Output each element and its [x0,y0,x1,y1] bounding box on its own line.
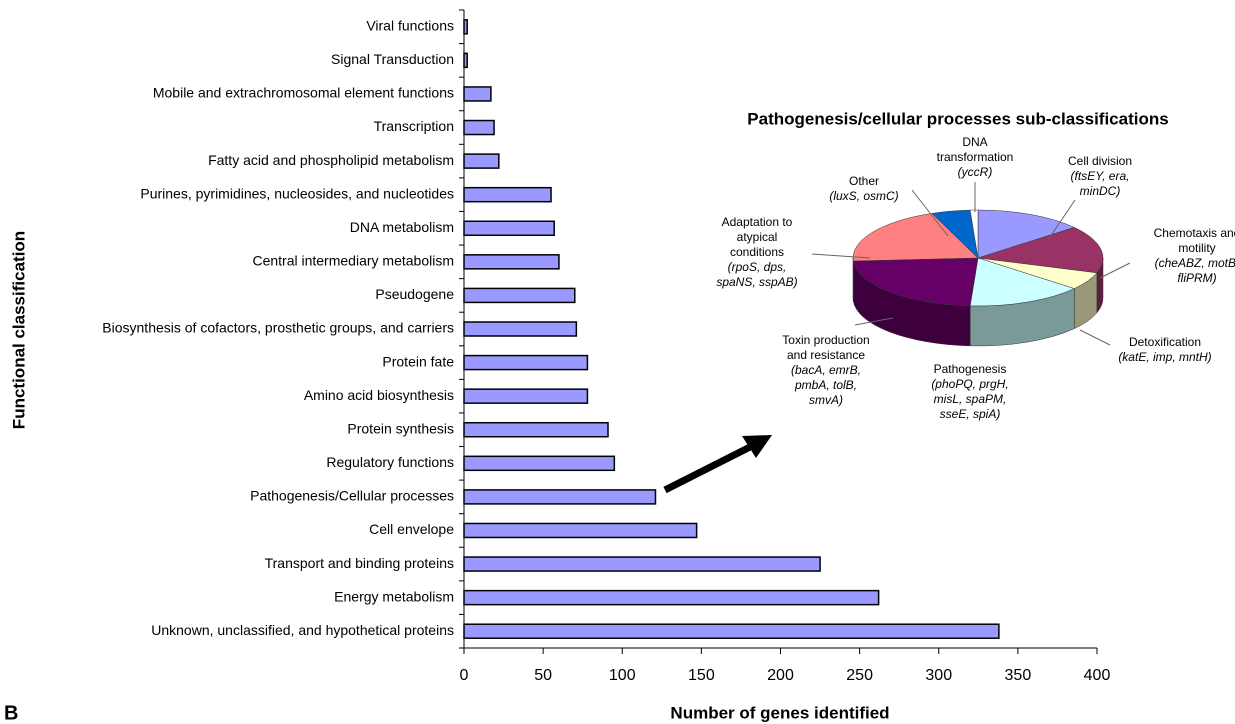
bar [463,589,880,606]
pie-label: and resistance [787,348,865,362]
pie-genes: (katE, imp, mntH) [1118,350,1211,364]
y-tick-label: Transcription [374,118,454,134]
arrow-head [742,435,772,458]
pie-genes: spaNS, sspAB) [716,275,797,289]
pie-slice [977,227,1104,274]
pie-slice [852,257,979,307]
y-axis-title: Functional classification [9,231,28,429]
pie-genes: (bacA, emrB, [791,363,861,377]
pie-genes: (ftsEY, era, [1071,169,1130,183]
leader-line [811,253,871,259]
pie-genes: (luxS, osmC) [829,189,898,203]
y-tick-label: Central intermediary metabolism [252,253,454,269]
leader-line [854,317,894,326]
pie-genes: (phoPQ, prgH, [931,377,1008,391]
pie-label: atypical [737,230,778,244]
pie-label: Pathogenesis [934,362,1007,376]
bar [463,119,495,136]
pie-label: motility [1178,241,1215,255]
y-tick-label: Protein synthesis [347,420,454,436]
pie-label: Cell division [1068,154,1132,168]
y-tick-label: Biosynthesis of cofactors, prosthetic gr… [102,320,454,336]
bar [463,489,657,505]
leader-line [911,189,949,237]
bar [463,354,589,371]
pie-label: Detoxification [1129,335,1201,349]
bar [463,321,578,337]
pie-genes: (cheABZ, motB, [1155,256,1235,270]
pie-slice [969,257,1075,307]
pie-genes: misL, spaPM, [934,392,1007,406]
x-tick-label: 50 [534,667,552,684]
x-tick-label: 250 [846,667,873,684]
pie-genes: minDC) [1080,184,1121,198]
leader-line [1047,199,1076,241]
pie-genes: smvA) [809,393,843,407]
x-tick-label: 350 [1005,667,1032,684]
pie-title: Pathogenesis/cellular processes sub-clas… [747,109,1168,128]
bar [463,220,555,237]
pie-label: Chemotaxis and [1154,226,1235,240]
bar [463,522,698,539]
bar [463,153,500,169]
pie-genes: sseE, spiA) [940,407,1001,421]
bar [463,623,1000,639]
pie-label: Toxin production [782,333,869,347]
pie-label: Adaptation to [722,215,793,229]
leader-line [1099,262,1131,279]
y-tick-label: Cell envelope [369,521,454,537]
bar [463,52,468,69]
y-tick-label: Signal Transduction [331,51,454,67]
pie-label: transformation [937,150,1014,164]
pie-slice [852,213,979,262]
pie-label: DNA [962,135,987,149]
bar [463,19,468,35]
pie-genes: (yccR) [958,165,993,179]
arrow-shaft [663,442,754,494]
y-tick-label: Regulatory functions [326,454,454,470]
bar [463,254,560,270]
bar [463,287,576,304]
y-tick-label: Mobile and extrachromosomal element func… [153,85,454,101]
y-tick-label: Fatty acid and phospholipid metabolism [208,152,454,168]
x-tick-label: 200 [767,667,794,684]
panel-label: B [4,702,18,724]
pie-genes: pmbA, tolB, [794,378,857,392]
x-tick-label: 100 [609,667,636,684]
bar [463,421,609,438]
y-tick-label: Pathogenesis/Cellular processes [250,488,454,504]
y-tick-label: Purines, pyrimidines, nucleosides, and n… [140,185,454,201]
x-tick-label: 150 [688,667,715,684]
x-tick-label: 0 [460,667,469,684]
bar [463,388,589,404]
pie-genes: (rpoS, dps, [728,260,787,274]
x-tick-label: 300 [925,667,952,684]
y-tick-label: Viral functions [366,17,454,33]
pie-label: Other [849,174,879,188]
pie-label: conditions [730,245,784,259]
bar [463,556,821,572]
pie-slice [977,209,1075,259]
leader-line [1079,329,1111,346]
pie-genes: fliPRM) [1177,271,1216,285]
y-tick-label: Amino acid biosynthesis [304,387,454,403]
bar [463,186,552,203]
y-tick-label: Pseudogene [375,286,454,302]
bar [463,86,492,102]
y-tick-label: DNA metabolism [350,219,454,235]
x-tick-label: 400 [1084,667,1111,684]
bar [463,455,616,472]
y-tick-label: Energy metabolism [334,588,454,604]
y-tick-label: Unknown, unclassified, and hypothetical … [151,622,454,638]
y-tick-label: Transport and binding proteins [265,555,454,571]
y-tick-label: Protein fate [382,353,454,369]
x-axis-title: Number of genes identified [670,703,889,722]
pie-slice [969,209,979,259]
